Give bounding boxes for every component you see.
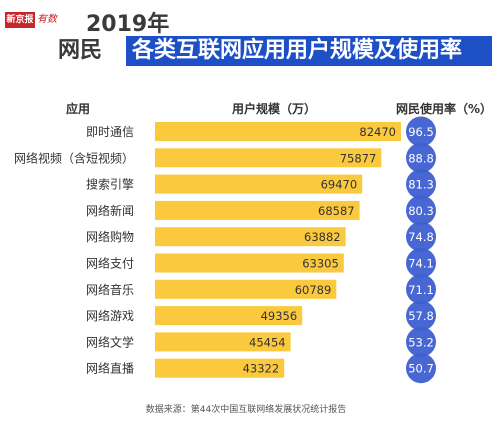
category-label: 网络支付 xyxy=(86,256,134,271)
rate-circle xyxy=(406,169,436,200)
user-bar xyxy=(155,306,303,326)
user-bar xyxy=(155,332,291,352)
user-value-label: 63305 xyxy=(302,257,339,271)
category-label: 网络音乐 xyxy=(86,282,134,297)
rate-circle xyxy=(406,116,436,147)
logo-script-mark: 有数 xyxy=(37,14,57,25)
rate-circle xyxy=(406,221,436,252)
user-bar xyxy=(155,174,363,194)
rate-value-label: 80.3 xyxy=(408,204,434,218)
rate-value-label: 53.2 xyxy=(408,335,434,349)
category-label: 搜索引擎 xyxy=(86,177,134,192)
category-label: 网络购物 xyxy=(86,229,134,244)
logo-red-mark: 新京报 xyxy=(5,12,35,28)
logo: 新京报 有数 xyxy=(5,12,77,28)
rate-value-label: 71.1 xyxy=(408,283,434,297)
category-label: 即时通信 xyxy=(86,125,134,139)
user-value-label: 75877 xyxy=(340,151,377,165)
column-header-rate: 网民使用率（%） xyxy=(396,102,492,116)
column-header-users: 用户规模（万） xyxy=(232,102,317,116)
user-value-label: 68587 xyxy=(318,204,355,218)
source-note: 数据来源：第44次中国互联网络发展状况统计报告 xyxy=(145,405,347,415)
rate-circle xyxy=(406,248,436,278)
rate-value-label: 88.8 xyxy=(408,151,434,165)
user-value-label: 82470 xyxy=(359,125,396,139)
rate-value-label: 81.3 xyxy=(408,178,434,192)
user-bar xyxy=(155,227,346,247)
user-bar xyxy=(155,148,382,168)
user-bar xyxy=(155,358,285,378)
rate-circle xyxy=(406,300,436,331)
category-label: 网络视频（含短视频） xyxy=(14,150,134,165)
rate-value-label: 74.1 xyxy=(408,257,434,271)
user-value-label: 45454 xyxy=(249,335,286,349)
user-bar xyxy=(155,200,360,220)
rate-value-label: 57.8 xyxy=(408,309,434,323)
user-bar xyxy=(155,253,344,273)
year-label: 2019年 xyxy=(86,12,170,37)
rate-circle xyxy=(406,142,436,173)
column-header-app: 应用 xyxy=(66,102,91,116)
bar-chart: 即时通信 82470 96.5 网络视频（含短视频） 75877 88.8 搜索引擎 6947… xyxy=(14,116,436,384)
user-value-label: 63882 xyxy=(304,230,341,244)
user-bar xyxy=(155,122,401,141)
user-bar xyxy=(155,279,337,299)
rate-circle xyxy=(406,326,436,357)
user-value-label: 49356 xyxy=(261,309,298,323)
user-value-label: 69470 xyxy=(321,178,358,192)
user-value-label: 60789 xyxy=(295,283,332,297)
header: 新京报 有数 2019年 网民 各类互联网应用用户规模及使用率 xyxy=(0,0,492,80)
category-label: 网络新闻 xyxy=(86,203,134,218)
category-label: 网络游戏 xyxy=(86,308,134,323)
user-value-label: 43322 xyxy=(243,362,280,376)
rate-circle xyxy=(406,353,436,384)
rate-value-label: 50.7 xyxy=(408,362,434,376)
rate-circle xyxy=(406,195,436,226)
title-highlight: 各类互联网应用用户规模及使用率 xyxy=(126,36,492,66)
rate-value-label: 74.8 xyxy=(408,230,434,244)
rate-value-label: 96.5 xyxy=(408,125,434,139)
category-label: 网络文学 xyxy=(86,334,134,349)
category-label: 网络直播 xyxy=(86,361,134,376)
rate-circle xyxy=(406,274,436,305)
title-prefix: 网民 xyxy=(58,38,103,63)
